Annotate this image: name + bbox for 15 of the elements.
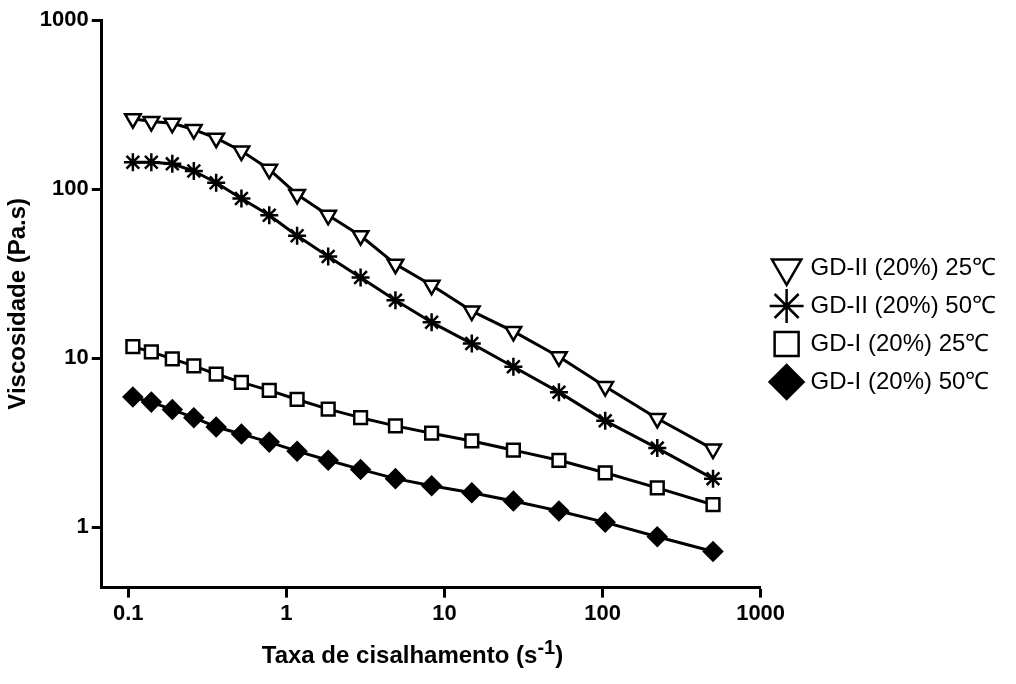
y-tick-label: 100 xyxy=(52,175,89,201)
x-tick-label: 100 xyxy=(584,599,621,625)
legend-label: GD-I (20%) 50℃ xyxy=(810,366,990,394)
x-tick-label: 10 xyxy=(432,599,457,625)
legend-label: GD-I (20%) 25℃ xyxy=(810,328,990,356)
y-tick-label: 1000 xyxy=(39,6,89,32)
x-tick-label: 1000 xyxy=(736,599,786,625)
x-tick-label: 0.1 xyxy=(112,599,144,625)
legend-label: GD-II (20%) 50℃ xyxy=(810,290,997,318)
legend-label: GD-II (20%) 25℃ xyxy=(810,252,997,280)
x-tick-label: 1 xyxy=(280,599,293,625)
y-axis-title: Viscosidade (Pa.s) xyxy=(3,197,31,410)
x-axis-title: Taxa de cisalhamento (s$^{-1}$) xyxy=(260,636,565,669)
y-tick-label: 1 xyxy=(76,513,89,539)
y-tick-label: 10 xyxy=(64,344,89,370)
